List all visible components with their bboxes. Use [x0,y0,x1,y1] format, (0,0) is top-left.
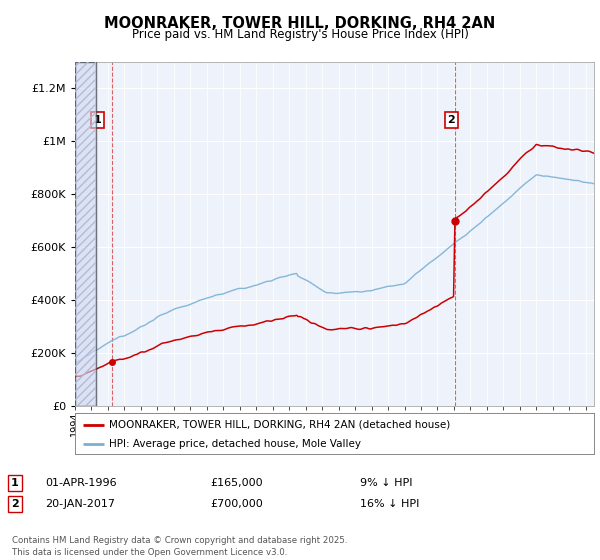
Text: Contains HM Land Registry data © Crown copyright and database right 2025.
This d: Contains HM Land Registry data © Crown c… [12,536,347,557]
Text: Price paid vs. HM Land Registry's House Price Index (HPI): Price paid vs. HM Land Registry's House … [131,28,469,41]
Text: 20-JAN-2017: 20-JAN-2017 [45,499,115,509]
Text: HPI: Average price, detached house, Mole Valley: HPI: Average price, detached house, Mole… [109,438,361,449]
FancyBboxPatch shape [75,62,97,406]
Text: MOONRAKER, TOWER HILL, DORKING, RH4 2AN: MOONRAKER, TOWER HILL, DORKING, RH4 2AN [104,16,496,31]
Text: 01-APR-1996: 01-APR-1996 [45,478,116,488]
Text: 9% ↓ HPI: 9% ↓ HPI [360,478,413,488]
Text: £165,000: £165,000 [210,478,263,488]
Text: 2: 2 [11,499,19,509]
Text: 1: 1 [94,115,101,125]
Text: MOONRAKER, TOWER HILL, DORKING, RH4 2AN (detached house): MOONRAKER, TOWER HILL, DORKING, RH4 2AN … [109,419,450,430]
Text: 2: 2 [448,115,455,125]
Text: £700,000: £700,000 [210,499,263,509]
Text: 16% ↓ HPI: 16% ↓ HPI [360,499,419,509]
Text: 1: 1 [11,478,19,488]
